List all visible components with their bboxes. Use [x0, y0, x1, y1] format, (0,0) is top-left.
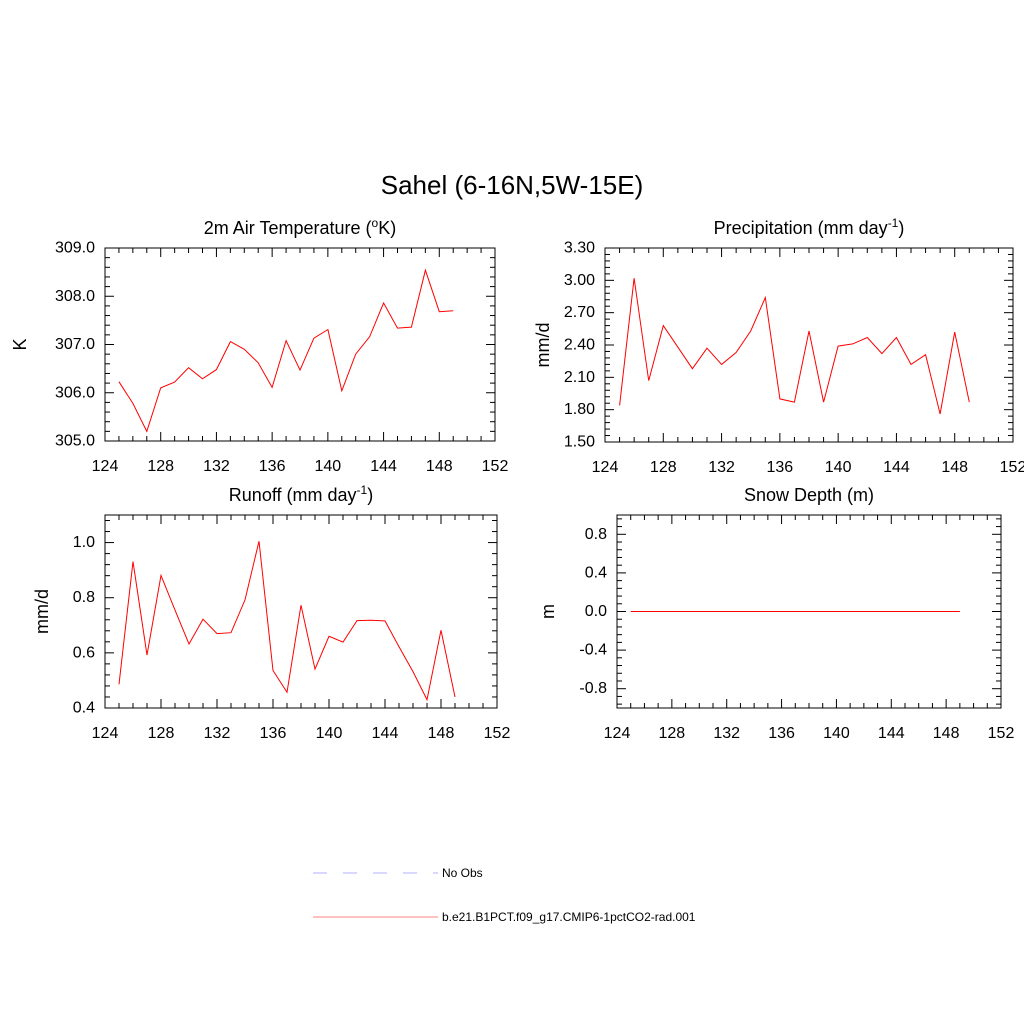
y-tick-label: 306.0 [55, 384, 95, 401]
y-tick-label: 308.0 [55, 288, 95, 305]
x-tick-label: 136 [768, 725, 795, 742]
panel-title: 2m Air Temperature (oK) [204, 216, 396, 238]
panels: 2m Air Temperature (oK) K 124 128 132 136 140 1… [10, 216, 1024, 742]
y-tick-label: 0.6 [73, 644, 95, 661]
x-tick-label: 136 [260, 725, 287, 742]
x-tick-label: 152 [988, 725, 1015, 742]
y-tick-label: 305.0 [55, 433, 95, 450]
y-tick-label: 2.70 [564, 304, 595, 321]
x-tick-label: 140 [316, 725, 343, 742]
y-tick-label: 1.50 [564, 434, 595, 451]
y-tick-label: 1.80 [564, 401, 595, 418]
x-tick-label: 140 [825, 459, 852, 476]
x-tick-label: 152 [482, 458, 509, 475]
x-tick-label: 132 [203, 458, 230, 475]
y-tick-label: 0.4 [585, 564, 607, 581]
x-tick-label: 132 [204, 725, 231, 742]
y-axis-label: m [538, 604, 558, 619]
plot-frame [104, 514, 498, 709]
y-tick-label: 2.40 [564, 337, 595, 354]
x-tick-label: 128 [659, 725, 686, 742]
y-tick-label: 0.0 [585, 603, 607, 620]
figure-title: Sahel (6-16N,5W-15E) [381, 170, 644, 200]
y-tick-label: 309.0 [55, 240, 95, 257]
series-line [118, 541, 456, 702]
x-tick-label: 124 [92, 725, 119, 742]
y-axis-label: mm/d [32, 589, 52, 634]
y-tick-label: -0.8 [579, 680, 607, 697]
y-axis-label: K [10, 338, 30, 350]
legend: No Obs b.e21.B1PCT.f09_g17.CMIP6-1pctCO2-… [313, 866, 696, 924]
x-tick-label: 124 [92, 458, 119, 475]
x-tick-label: 128 [147, 458, 174, 475]
y-tick-label: 0.8 [585, 526, 607, 543]
panel-4: Snow Depth (m) m 124 128 132 136 140 144 148 152 -… [538, 485, 1014, 742]
x-tick-label: 144 [372, 725, 399, 742]
x-tick-label: 152 [1000, 459, 1024, 476]
x-tick-label: 124 [604, 725, 631, 742]
y-axis-label: mm/d [533, 323, 553, 368]
x-tick-label: 144 [878, 725, 905, 742]
x-tick-label: 148 [428, 725, 455, 742]
x-tick-label: 132 [713, 725, 740, 742]
y-tick-label: 307.0 [55, 336, 95, 353]
y-tick-label: 0.4 [73, 700, 95, 717]
x-tick-label: 144 [883, 459, 910, 476]
panel-2: Precipitation (mm day-1) mm/d 124 128 132 136… [533, 216, 1024, 476]
y-tick-label: 1.0 [73, 534, 95, 551]
y-tick-label: 2.10 [564, 369, 595, 386]
legend-label: No Obs [442, 866, 483, 880]
panel-title: Precipitation (mm day-1) [714, 216, 905, 238]
x-tick-label: 136 [767, 459, 794, 476]
x-tick-label: 148 [941, 459, 968, 476]
y-tick-label: 3.30 [564, 240, 595, 257]
x-tick-label: 144 [370, 458, 397, 475]
legend-label: b.e21.B1PCT.f09_g17.CMIP6-1pctCO2-rad.00… [442, 910, 696, 924]
series-line [118, 268, 454, 433]
panel-title: Snow Depth (m) [744, 485, 874, 505]
y-tick-label: 3.00 [564, 272, 595, 289]
x-tick-label: 124 [592, 459, 619, 476]
x-tick-label: 128 [148, 725, 175, 742]
plot-frame [604, 247, 1014, 443]
panel-1: 2m Air Temperature (oK) K 124 128 132 136 140 1… [10, 216, 508, 475]
x-tick-label: 148 [933, 725, 960, 742]
x-tick-label: 148 [426, 458, 453, 475]
x-tick-label: 128 [650, 459, 677, 476]
x-tick-label: 132 [708, 459, 735, 476]
x-tick-label: 140 [315, 458, 342, 475]
y-tick-label: -0.4 [579, 642, 607, 659]
series-line [619, 278, 970, 415]
legend-entry-2: b.e21.B1PCT.f09_g17.CMIP6-1pctCO2-rad.00… [313, 910, 696, 924]
x-tick-label: 136 [259, 458, 286, 475]
y-tick-label: 0.8 [73, 589, 95, 606]
panel-3: Runoff (mm day-1) mm/d 124 128 132 136 140 144 1… [32, 483, 510, 742]
legend-entry-1: No Obs [313, 866, 483, 880]
x-tick-label: 152 [484, 725, 511, 742]
plot-frame [104, 247, 496, 442]
x-tick-label: 140 [823, 725, 850, 742]
panel-title: Runoff (mm day-1) [229, 483, 373, 505]
